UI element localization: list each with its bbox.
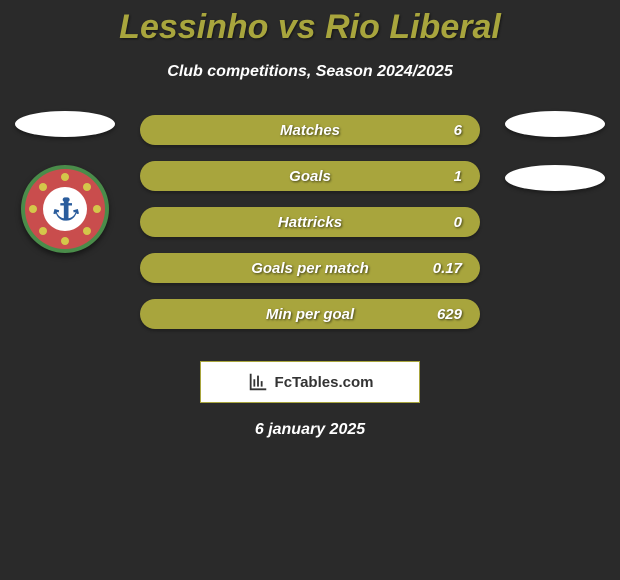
stat-row-goals-per-match: Goals per match 0.17 (140, 253, 480, 283)
stat-row-hattricks: Hattricks 0 (140, 207, 480, 237)
stat-value: 0 (454, 214, 462, 231)
stat-label: Goals (158, 168, 462, 185)
chart-icon (247, 371, 269, 393)
team-logo-placeholder (505, 165, 605, 191)
stat-row-min-per-goal: Min per goal 629 (140, 299, 480, 329)
stat-value: 629 (437, 306, 462, 323)
stat-value: 6 (454, 122, 462, 139)
stat-label: Min per goal (158, 306, 462, 323)
stats-list: Matches 6 Goals 1 Hattricks 0 Goals per … (140, 111, 480, 329)
page-title: Lessinho vs Rio Liberal (0, 0, 620, 47)
badge-inner-circle (43, 187, 87, 231)
stat-value: 1 (454, 168, 462, 185)
stat-value: 0.17 (433, 260, 462, 277)
badge-outer-ring (21, 165, 109, 253)
stat-row-matches: Matches 6 (140, 115, 480, 145)
stat-label: Goals per match (158, 260, 462, 277)
left-team-column (10, 111, 120, 253)
right-team-column (500, 111, 610, 219)
stat-row-goals: Goals 1 (140, 161, 480, 191)
club-badge-left (21, 165, 109, 253)
date-text: 6 january 2025 (0, 421, 620, 439)
brand-label: FcTables.com (275, 374, 374, 391)
team-logo-placeholder (15, 111, 115, 137)
team-logo-placeholder (505, 111, 605, 137)
main-content: Matches 6 Goals 1 Hattricks 0 Goals per … (0, 111, 620, 351)
subtitle-text: Club competitions, Season 2024/2025 (0, 63, 620, 81)
brand-box[interactable]: FcTables.com (200, 361, 420, 403)
anchor-icon (51, 195, 79, 223)
stat-label: Hattricks (158, 214, 462, 231)
stat-label: Matches (158, 122, 462, 139)
